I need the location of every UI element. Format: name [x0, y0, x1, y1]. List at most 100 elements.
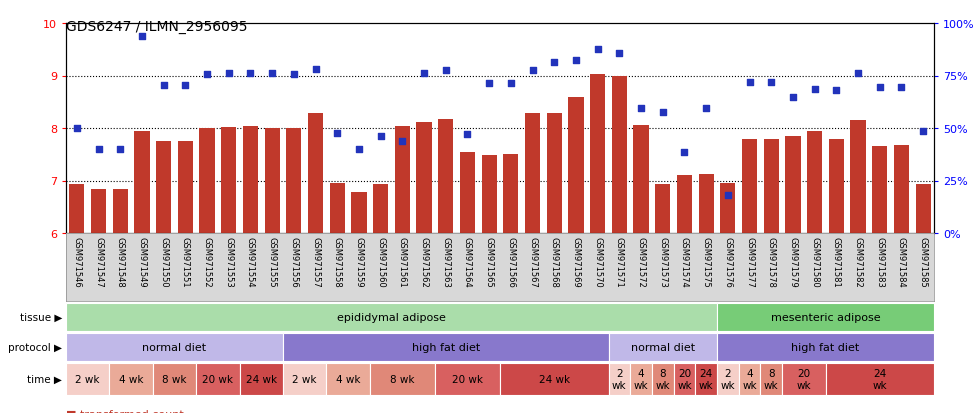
Point: [286, 72, 302, 78]
Text: 4
wk: 4 wk: [742, 368, 757, 390]
Text: GSM971551: GSM971551: [181, 237, 190, 287]
Text: GSM971555: GSM971555: [268, 237, 276, 287]
Bar: [395, 127, 410, 233]
Text: GSM971554: GSM971554: [246, 237, 255, 287]
Bar: [352, 192, 367, 233]
Point: [199, 72, 215, 78]
Point: [69, 126, 84, 132]
Text: 4 wk: 4 wk: [119, 374, 143, 384]
Text: GSM971579: GSM971579: [789, 237, 798, 287]
Text: GSM971573: GSM971573: [659, 237, 667, 287]
Text: GSM971559: GSM971559: [355, 237, 364, 287]
Bar: [717, 303, 934, 331]
Bar: [609, 333, 717, 361]
Point: [308, 67, 323, 74]
Bar: [504, 155, 518, 233]
Text: 8
wk: 8 wk: [764, 368, 778, 390]
Text: GSM971549: GSM971549: [137, 237, 146, 287]
Point: [351, 146, 367, 153]
Bar: [656, 185, 670, 233]
Bar: [785, 137, 801, 233]
Bar: [699, 175, 713, 233]
Bar: [113, 190, 127, 233]
Text: 24
wk: 24 wk: [872, 368, 887, 390]
Text: 2
wk: 2 wk: [612, 368, 626, 390]
Point: [568, 57, 584, 64]
Text: 20 wk: 20 wk: [452, 374, 483, 384]
Point: [763, 79, 779, 86]
Bar: [894, 145, 909, 233]
Bar: [283, 333, 609, 361]
Text: GSM971563: GSM971563: [441, 237, 450, 287]
Bar: [612, 76, 627, 233]
Text: GSM971569: GSM971569: [571, 237, 580, 287]
Bar: [286, 129, 302, 233]
Text: 8
wk: 8 wk: [656, 368, 670, 390]
Text: GSM971553: GSM971553: [224, 237, 233, 287]
Point: [416, 70, 432, 77]
Bar: [134, 131, 150, 233]
Text: GSM971568: GSM971568: [550, 237, 559, 287]
Bar: [851, 121, 865, 233]
Text: high fat diet: high fat diet: [792, 342, 859, 352]
Text: GSM971557: GSM971557: [311, 237, 320, 287]
Text: tissue ▶: tissue ▶: [20, 312, 62, 322]
Text: GSM971574: GSM971574: [680, 237, 689, 287]
Text: 24 wk: 24 wk: [539, 374, 569, 384]
Point: [590, 47, 606, 53]
Bar: [156, 142, 171, 233]
Text: GSM971556: GSM971556: [289, 237, 298, 287]
Point: [872, 85, 888, 91]
Bar: [460, 152, 475, 233]
Bar: [66, 333, 283, 361]
Bar: [500, 363, 609, 395]
Bar: [742, 139, 758, 233]
Bar: [760, 363, 782, 395]
Text: 24 wk: 24 wk: [246, 374, 277, 384]
Bar: [652, 363, 673, 395]
Bar: [308, 114, 323, 233]
Bar: [609, 363, 630, 395]
Bar: [590, 75, 606, 233]
Text: time ▶: time ▶: [27, 374, 62, 384]
Bar: [196, 363, 239, 395]
Bar: [720, 184, 735, 233]
Text: 20
wk: 20 wk: [797, 368, 811, 390]
Text: GSM971570: GSM971570: [593, 237, 602, 287]
Text: GSM971564: GSM971564: [463, 237, 472, 287]
Point: [894, 85, 909, 91]
Bar: [525, 114, 540, 233]
Bar: [633, 126, 649, 233]
Point: [742, 79, 758, 86]
Bar: [630, 363, 652, 395]
Text: normal diet: normal diet: [631, 342, 695, 352]
Bar: [153, 363, 196, 395]
Point: [720, 192, 736, 199]
Bar: [872, 147, 887, 233]
Point: [612, 51, 627, 58]
Text: 8 wk: 8 wk: [163, 374, 187, 384]
Text: GSM971571: GSM971571: [614, 237, 624, 287]
Text: ■ transformed count: ■ transformed count: [66, 409, 183, 413]
Text: GSM971578: GSM971578: [766, 237, 776, 287]
Point: [460, 132, 475, 138]
Bar: [66, 303, 717, 331]
Point: [156, 83, 171, 89]
Bar: [221, 128, 236, 233]
Bar: [829, 139, 844, 233]
Text: GSM971565: GSM971565: [485, 237, 494, 287]
Text: GSM971558: GSM971558: [333, 237, 342, 287]
Bar: [808, 131, 822, 233]
Point: [655, 110, 670, 116]
Text: 4 wk: 4 wk: [336, 374, 361, 384]
Text: GSM971552: GSM971552: [203, 237, 212, 287]
Text: 20 wk: 20 wk: [203, 374, 233, 384]
Text: 8 wk: 8 wk: [390, 374, 415, 384]
Text: protocol ▶: protocol ▶: [8, 342, 62, 352]
Text: GSM971561: GSM971561: [398, 237, 407, 287]
Bar: [782, 363, 825, 395]
Point: [134, 34, 150, 40]
Point: [91, 146, 107, 153]
Text: GSM971548: GSM971548: [116, 237, 124, 287]
Point: [481, 81, 497, 88]
